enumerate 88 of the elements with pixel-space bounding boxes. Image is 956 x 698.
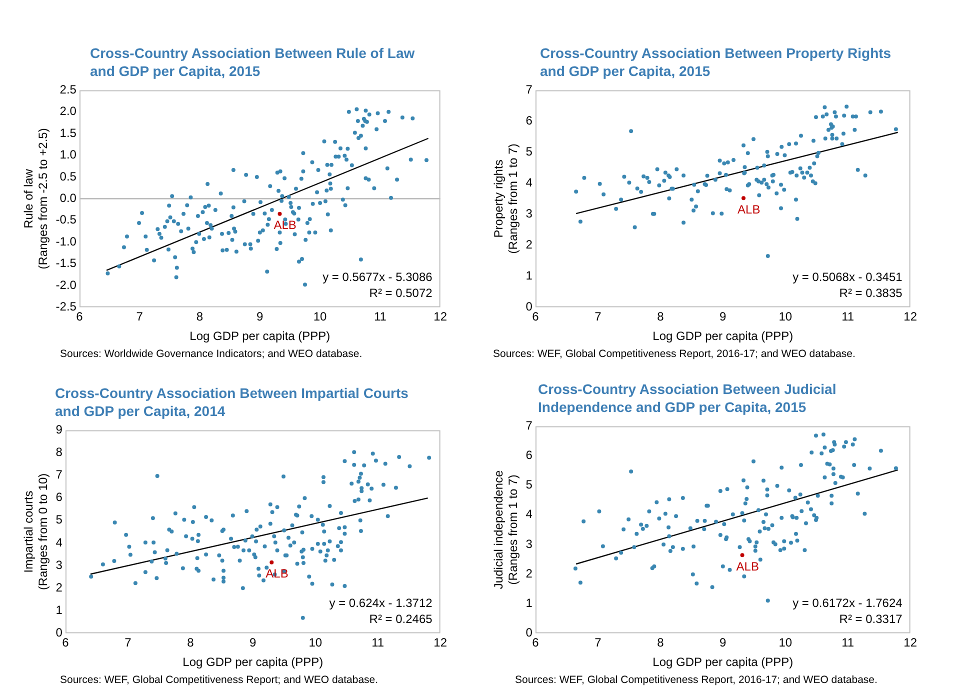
chart-title: Cross-Country Association Between Impartial Courts and GDP per Capita, 2014 bbox=[55, 384, 410, 420]
x-axis-title: Log GDP per capita (PPP) bbox=[652, 655, 794, 670]
x-tick-label: 10 bbox=[308, 636, 322, 650]
x-tick-label: 7 bbox=[136, 310, 144, 324]
x-tick-label: 12 bbox=[434, 636, 448, 650]
source-note: Sources: WEF, Global Competitiveness Report, 2016-17; and WEO database. bbox=[493, 348, 856, 360]
y-tick-label: -2.0 bbox=[56, 278, 77, 292]
series-label: ALB bbox=[274, 218, 296, 232]
x-axis-title: Log GDP per capita (PPP) bbox=[190, 329, 330, 344]
y-tick-label: 2.0 bbox=[60, 104, 77, 118]
y-tick-label: 3 bbox=[56, 558, 63, 572]
y-tick-label: 1 bbox=[526, 268, 533, 283]
y-tick-label: -1.5 bbox=[56, 256, 77, 270]
annotation: y = 0.6172x - 1.7624 bbox=[792, 596, 903, 610]
x-tick-label: 8 bbox=[657, 310, 664, 324]
x-tick-label: 7 bbox=[124, 636, 132, 650]
x-tick-label: 9 bbox=[256, 310, 264, 324]
y-tick-label: 3 bbox=[526, 206, 533, 221]
x-tick-label: 8 bbox=[657, 636, 664, 650]
y-tick-label: 0 bbox=[526, 626, 533, 640]
source-note: Sources: WEF, Global Competitiveness Report; and WEO database. bbox=[60, 674, 380, 686]
x-tick-label: 8 bbox=[196, 310, 204, 324]
y-tick-label: 7 bbox=[56, 468, 63, 482]
y-axis-title: Judicial independence (Ranges from 1 to 7) bbox=[492, 470, 520, 590]
y-tick-label: 2.5 bbox=[60, 82, 77, 97]
y-tick-label: 3 bbox=[526, 536, 533, 551]
y-tick-label: 8 bbox=[56, 445, 63, 460]
y-tick-label: 1 bbox=[56, 602, 63, 617]
x-tick-label: 11 bbox=[372, 636, 384, 650]
y-tick-label: 7 bbox=[526, 418, 533, 433]
y-tick-label: 0 bbox=[526, 300, 533, 314]
x-tick-label: 10 bbox=[313, 310, 328, 324]
y-axis-title: Rule of law (Ranges from -2.5 to +2.5) bbox=[22, 128, 50, 270]
y-tick-label: 2 bbox=[56, 580, 63, 594]
x-tick-label: 7 bbox=[594, 310, 602, 324]
source-note: Sources: WEF, Global Competitiveness Report, 2016-17; and WEO database. bbox=[515, 674, 878, 686]
x-tick-label: 11 bbox=[842, 636, 854, 650]
annotation: R² = 0.3317 bbox=[839, 612, 903, 626]
x-tick-label: 10 bbox=[778, 636, 792, 650]
y-tick-label: 4 bbox=[56, 535, 63, 550]
y-tick-label: 6 bbox=[526, 114, 533, 128]
annotation: R² = 0.5072 bbox=[369, 286, 433, 300]
y-tick-label: 5 bbox=[56, 512, 63, 527]
x-tick-label: 9 bbox=[720, 310, 727, 324]
chart-title: Cross-Country Association Between Judicial Independence and GDP per Capita, 2015 bbox=[538, 380, 838, 416]
x-tick-label: 11 bbox=[374, 310, 387, 324]
x-tick-label: 10 bbox=[778, 310, 792, 324]
chart-title: Cross-Country Association Between Rule of Law and GDP per Capita, 2015 bbox=[90, 44, 416, 80]
y-tick-label: 7 bbox=[526, 82, 533, 97]
y-axis-title: Impartial courts (Ranges from 0 to 10) bbox=[22, 473, 50, 590]
x-tick-label: 7 bbox=[594, 636, 602, 650]
y-tick-label: 0.5 bbox=[60, 169, 77, 184]
y-tick-label: 5 bbox=[526, 144, 533, 159]
x-tick-label: 12 bbox=[904, 636, 918, 650]
x-axis-title: Log GDP per capita (PPP) bbox=[652, 329, 794, 344]
x-tick-label: 8 bbox=[187, 636, 194, 650]
y-tick-label: 0.0 bbox=[60, 191, 77, 206]
y-tick-label: 1.5 bbox=[60, 126, 77, 140]
y-axis-title: Property rights (Ranges from 1 to 7) bbox=[492, 144, 520, 254]
x-axis-title: Log GDP per capita (PPP) bbox=[182, 655, 324, 670]
source-note: Sources: Worldwide Governance Indicators; and WEO database. bbox=[60, 348, 364, 360]
y-tick-label: 9 bbox=[56, 422, 63, 437]
y-tick-label: 1 bbox=[526, 596, 533, 610]
annotation: y = 0.5068x - 0.3451 bbox=[792, 270, 903, 284]
chart-title: Cross-Country Association Between Property Rights and GDP per Capita, 2015 bbox=[540, 44, 892, 80]
y-tick-label: -1.0 bbox=[56, 234, 77, 248]
x-tick-label: 11 bbox=[842, 310, 854, 324]
y-tick-label: 2 bbox=[526, 566, 533, 580]
x-tick-label: 9 bbox=[720, 636, 727, 650]
x-tick-label: 12 bbox=[904, 310, 918, 324]
y-tick-label: 0 bbox=[56, 626, 63, 640]
series-label: ALB bbox=[738, 202, 760, 216]
annotation: R² = 0.2465 bbox=[369, 612, 433, 626]
y-tick-label: 2 bbox=[526, 238, 533, 252]
y-tick-label: 5 bbox=[526, 478, 533, 492]
y-tick-label: 6 bbox=[526, 448, 533, 462]
annotation: y = 0.5677x - 5.3086 bbox=[322, 270, 433, 284]
y-tick-label: 4 bbox=[526, 176, 533, 190]
y-tick-label: 6 bbox=[56, 490, 63, 504]
y-tick-label: -0.5 bbox=[56, 212, 77, 227]
annotation: y = 0.624x - 1.3712 bbox=[329, 596, 433, 610]
y-tick-label: 4 bbox=[526, 507, 533, 522]
series-label: ALB bbox=[736, 559, 759, 574]
y-tick-label: -2.5 bbox=[56, 300, 77, 314]
annotation: R² = 0.3835 bbox=[839, 286, 903, 300]
x-tick-label: 9 bbox=[250, 636, 257, 650]
x-tick-label: 12 bbox=[434, 310, 448, 324]
y-tick-label: 1.0 bbox=[60, 148, 77, 162]
